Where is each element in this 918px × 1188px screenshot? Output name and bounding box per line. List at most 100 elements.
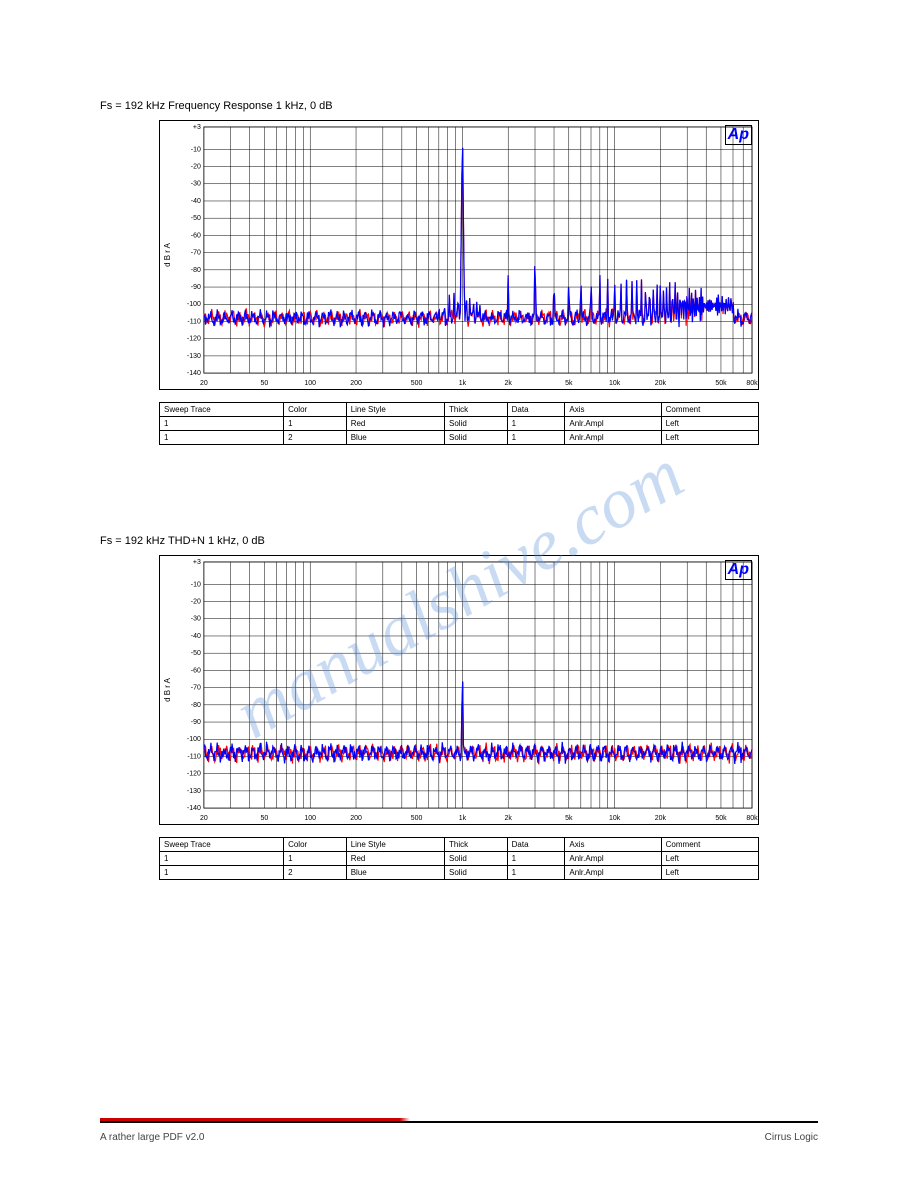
svg-text:80k: 80k — [746, 815, 758, 822]
legend-c: Blue — [346, 866, 444, 880]
svg-text:50k: 50k — [715, 815, 727, 822]
svg-text:-50: -50 — [191, 215, 201, 222]
svg-text:-10: -10 — [191, 581, 201, 588]
footer-bar — [100, 1118, 818, 1123]
svg-text:-70: -70 — [191, 685, 201, 692]
legend-h-5: Axis — [565, 403, 661, 417]
chart2-container: Ap +3-10-20-30-40-50-60-70-80-90-100-110… — [159, 555, 759, 825]
svg-text:+3: +3 — [193, 124, 201, 131]
svg-text:20: 20 — [200, 380, 208, 387]
legend-c: 2 — [284, 431, 347, 445]
legend-header-row: Sweep Trace Color Line Style Thick Data … — [160, 403, 759, 417]
svg-text:50k: 50k — [715, 380, 727, 387]
svg-text:-50: -50 — [191, 650, 201, 657]
svg-text:-140: -140 — [187, 370, 201, 377]
legend-row: 1 2 Blue Solid 1 Anlr.Ampl Left — [160, 431, 759, 445]
chart2-legend: Sweep Trace Color Line Style Thick Data … — [159, 837, 759, 880]
svg-text:100: 100 — [304, 815, 316, 822]
svg-text:80k: 80k — [746, 380, 758, 387]
svg-text:-90: -90 — [191, 284, 201, 291]
legend-c: Left — [661, 852, 758, 866]
svg-text:-40: -40 — [191, 633, 201, 640]
legend-c: Solid — [445, 852, 508, 866]
legend-c: Red — [346, 852, 444, 866]
chart1-container: Ap +3-10-20-30-40-50-60-70-80-90-100-110… — [159, 120, 759, 390]
legend-h-0: Sweep Trace — [160, 403, 284, 417]
svg-text:-90: -90 — [191, 719, 201, 726]
svg-text:2k: 2k — [505, 380, 513, 387]
legend-c: Solid — [445, 866, 508, 880]
svg-text:1k: 1k — [459, 380, 467, 387]
svg-text:-110: -110 — [187, 318, 201, 325]
svg-text:-80: -80 — [191, 267, 201, 274]
legend-h-3: Thick — [445, 403, 508, 417]
legend-header-row: Sweep Trace Color Line Style Thick Data … — [160, 838, 759, 852]
svg-text:-60: -60 — [191, 232, 201, 239]
legend-row: 1 1 Red Solid 1 Anlr.Ampl Left — [160, 852, 759, 866]
legend-c: 1 — [284, 417, 347, 431]
svg-text:20k: 20k — [655, 815, 667, 822]
svg-text:-40: -40 — [191, 198, 201, 205]
legend-c: 1 — [507, 866, 565, 880]
chart1-title: Fs = 192 kHz Frequency Response 1 kHz, 0… — [100, 100, 818, 112]
legend-c: Left — [661, 431, 758, 445]
svg-text:-140: -140 — [187, 805, 201, 812]
legend-row: 1 2 Blue Solid 1 Anlr.Ampl Left — [160, 866, 759, 880]
svg-text:-130: -130 — [187, 353, 201, 360]
svg-text:500: 500 — [411, 815, 423, 822]
svg-text:-20: -20 — [191, 599, 201, 606]
svg-text:-130: -130 — [187, 788, 201, 795]
legend-h-1: Color — [284, 403, 347, 417]
svg-text:+3: +3 — [193, 559, 201, 566]
svg-text:200: 200 — [350, 815, 362, 822]
svg-text:-30: -30 — [191, 616, 201, 623]
svg-text:5k: 5k — [565, 380, 573, 387]
svg-text:2k: 2k — [505, 815, 513, 822]
legend-h-2: Line Style — [346, 403, 444, 417]
svg-text:-120: -120 — [187, 771, 201, 778]
svg-text:5k: 5k — [565, 815, 573, 822]
legend-c: Red — [346, 417, 444, 431]
chart1-svg: +3-10-20-30-40-50-60-70-80-90-100-110-12… — [160, 121, 758, 389]
svg-text:500: 500 — [411, 380, 423, 387]
legend-c: Left — [661, 866, 758, 880]
legend-c: 1 — [160, 866, 284, 880]
svg-text:1k: 1k — [459, 815, 467, 822]
chart2-svg: +3 -10 -20 -30 -40 -50 -60 -70 -80 -90 -100 -110 -12… — [160, 556, 758, 824]
legend-h-4: Data — [507, 403, 565, 417]
svg-text:20k: 20k — [655, 380, 667, 387]
chart2-title: Fs = 192 kHz THD+N 1 kHz, 0 dB — [100, 535, 818, 547]
svg-text:50: 50 — [261, 380, 269, 387]
legend-row: 1 1 Red Solid 1 Anlr.Ampl Left — [160, 417, 759, 431]
svg-text:20: 20 — [200, 815, 208, 822]
chart1-block: Fs = 192 kHz Frequency Response 1 kHz, 0… — [100, 100, 818, 445]
svg-text:-110: -110 — [187, 753, 201, 760]
svg-text:-100: -100 — [187, 736, 201, 743]
legend-c: Anlr.Ampl — [565, 866, 661, 880]
svg-text:-10: -10 — [191, 146, 201, 153]
svg-text:10k: 10k — [609, 815, 621, 822]
svg-text:100: 100 — [304, 380, 316, 387]
legend-h-6: Comment — [661, 838, 758, 852]
svg-text:10k: 10k — [609, 380, 621, 387]
svg-text:50: 50 — [261, 815, 269, 822]
legend-c: 1 — [160, 431, 284, 445]
legend-c: Left — [661, 417, 758, 431]
legend-c: 1 — [507, 431, 565, 445]
legend-c: Blue — [346, 431, 444, 445]
svg-text:-80: -80 — [191, 702, 201, 709]
legend-c: Solid — [445, 431, 508, 445]
svg-text:-70: -70 — [191, 250, 201, 257]
legend-h-1: Color — [284, 838, 347, 852]
legend-c: 1 — [160, 417, 284, 431]
legend-c: Anlr.Ampl — [565, 852, 661, 866]
svg-text:d B r A: d B r A — [163, 677, 172, 701]
svg-text:200: 200 — [350, 380, 362, 387]
svg-text:-30: -30 — [191, 181, 201, 188]
svg-text:-20: -20 — [191, 164, 201, 171]
legend-c: 1 — [507, 417, 565, 431]
legend-h-4: Data — [507, 838, 565, 852]
svg-text:-60: -60 — [191, 667, 201, 674]
chart1-legend: Sweep Trace Color Line Style Thick Data … — [159, 402, 759, 445]
legend-h-6: Comment — [661, 403, 758, 417]
